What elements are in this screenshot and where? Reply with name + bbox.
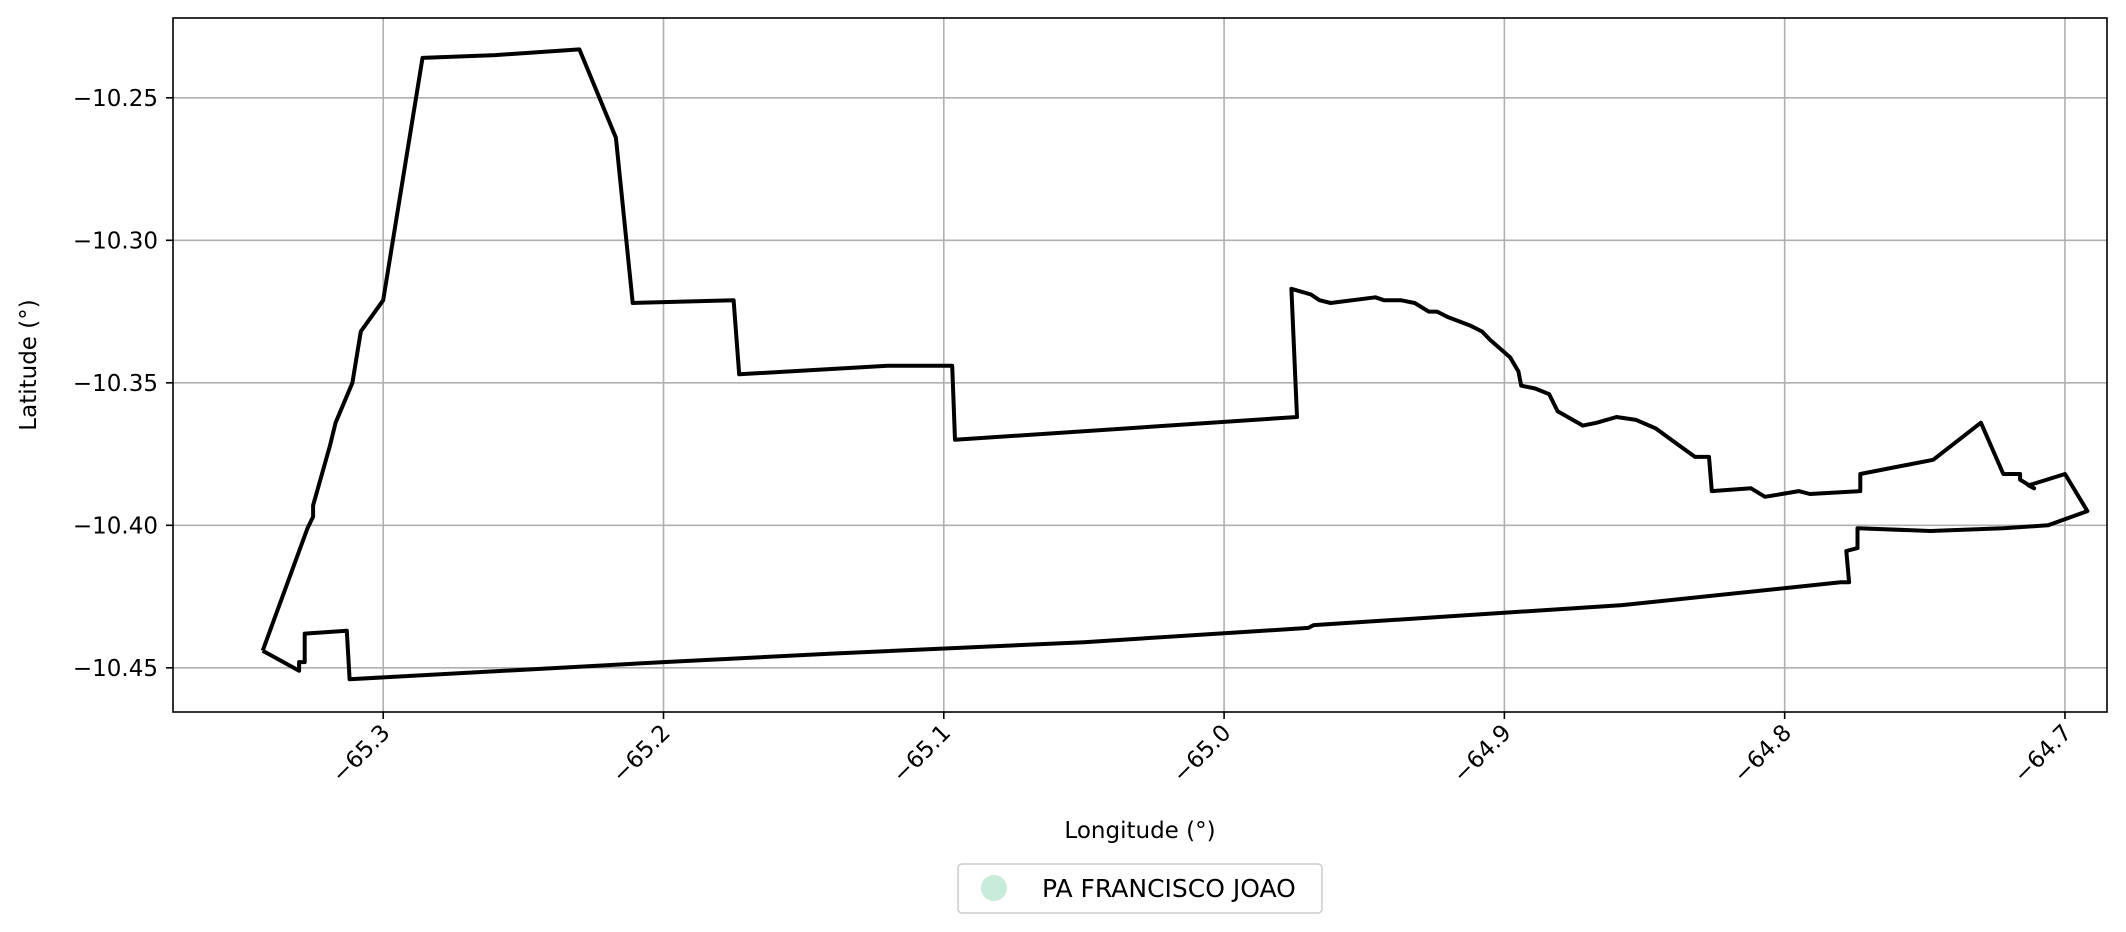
series-layer (260, 47, 2090, 682)
series-boundary-line-0 (260, 47, 2090, 682)
y-tick-label: −10.40 (73, 513, 158, 539)
y-tick-label: −10.30 (73, 228, 158, 254)
y-axis: −10.25 −10.30 −10.35 −10.40 −10.45 (73, 86, 173, 682)
x-axis-title: Longitude (°) (1064, 818, 1215, 844)
legend: PA FRANCISCO JOAO (957, 863, 1323, 914)
y-tick-label: −10.25 (73, 86, 158, 112)
grid-lines (173, 18, 2107, 712)
legend-marker (981, 875, 1007, 901)
legend-box (957, 863, 1323, 914)
legend-label: PA FRANCISCO JOAO (1042, 874, 1296, 903)
y-tick-label: −10.45 (73, 656, 158, 682)
plot-frame (172, 17, 2108, 713)
y-tick-label: −10.35 (73, 371, 158, 397)
y-axis-title: Latitude (°) (16, 299, 42, 430)
